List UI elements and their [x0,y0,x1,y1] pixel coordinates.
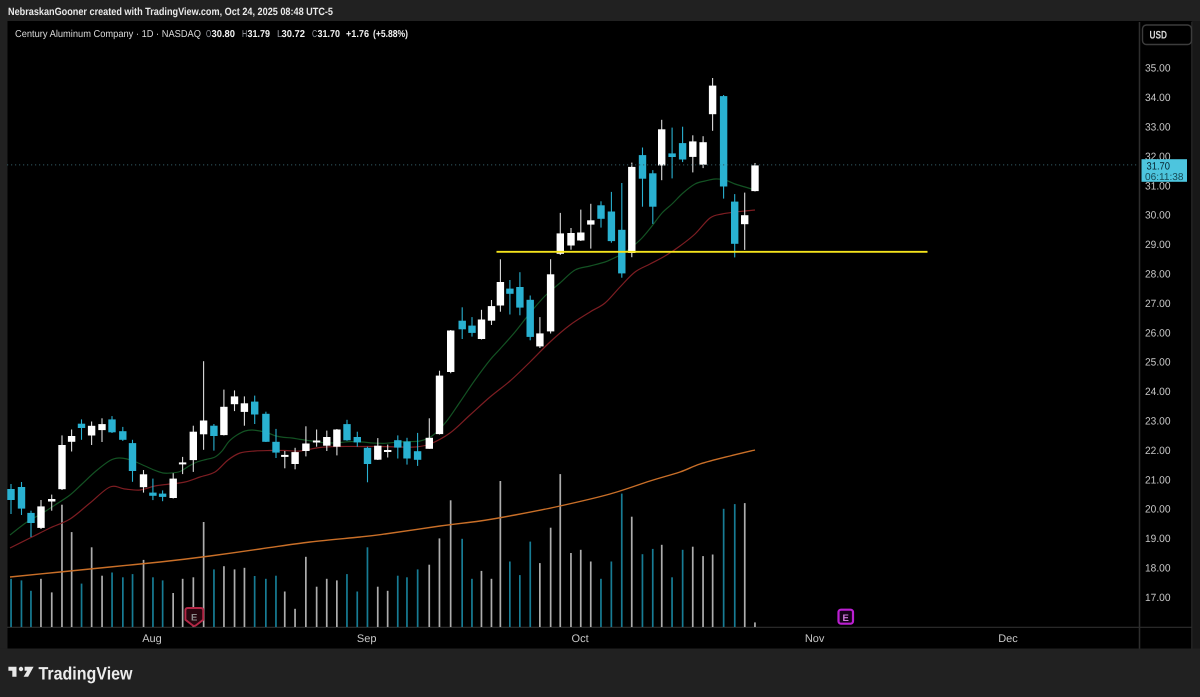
svg-text:(+5.88%): (+5.88%) [373,29,408,40]
svg-text:USD: USD [1150,30,1168,42]
svg-text:Sep: Sep [357,633,377,645]
svg-text:29.00: 29.00 [1145,239,1171,251]
svg-text:TradingView: TradingView [39,664,134,684]
svg-text:20.00: 20.00 [1145,504,1171,516]
svg-text:Nov: Nov [805,633,825,645]
svg-text:35.00: 35.00 [1145,63,1171,75]
svg-text:31.00: 31.00 [1145,180,1171,192]
svg-text:30.80: 30.80 [212,29,236,40]
svg-text:H: H [242,29,247,40]
svg-text:NebraskanGooner created with T: NebraskanGooner created with TradingView… [8,6,333,18]
svg-text:Aug: Aug [142,633,162,645]
svg-text:18.00: 18.00 [1145,563,1171,575]
svg-text:Dec: Dec [998,633,1018,645]
svg-text:33.00: 33.00 [1145,122,1171,134]
svg-text:06:11:38: 06:11:38 [1145,172,1184,183]
svg-text:O: O [206,29,211,40]
svg-text:Century Aluminum Company · 1D: Century Aluminum Company · 1D · NASDAQ [15,29,201,40]
svg-text:30.72: 30.72 [282,29,306,40]
svg-text:31.70: 31.70 [1147,160,1171,172]
svg-text:25.00: 25.00 [1145,357,1171,369]
svg-text:27.00: 27.00 [1145,298,1171,310]
svg-text:28.00: 28.00 [1145,269,1171,281]
svg-text:31.79: 31.79 [248,29,271,40]
svg-text:21.00: 21.00 [1145,474,1171,486]
svg-text:26.00: 26.00 [1145,327,1171,339]
svg-text:Oct: Oct [572,633,589,645]
svg-text:24.00: 24.00 [1145,386,1171,398]
svg-text:L: L [277,29,283,40]
svg-text:17.00: 17.00 [1145,592,1171,604]
svg-text:22.00: 22.00 [1145,445,1171,457]
svg-text:C: C [312,29,317,40]
svg-text:31.70: 31.70 [318,29,341,40]
svg-text:E: E [843,613,849,624]
svg-text:34.00: 34.00 [1145,92,1171,104]
svg-text:19.00: 19.00 [1145,533,1171,545]
svg-text:23.00: 23.00 [1145,416,1171,428]
svg-text:30.00: 30.00 [1145,210,1171,222]
svg-text:+1.76: +1.76 [346,29,369,40]
svg-text:E: E [191,613,197,624]
